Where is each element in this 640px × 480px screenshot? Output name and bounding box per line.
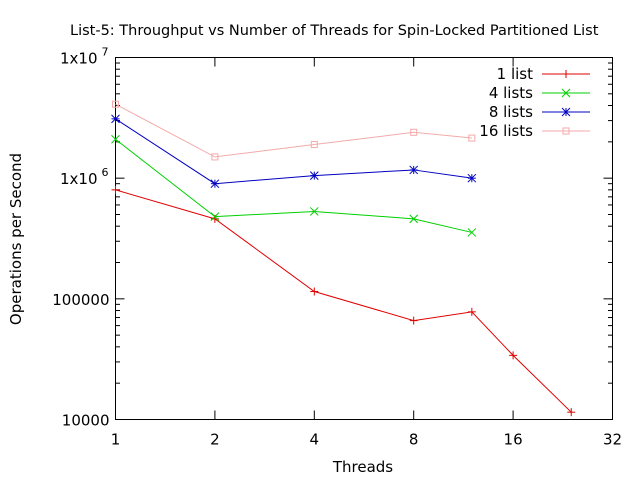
series-layer [111, 100, 576, 417]
x-axis-label: Threads [332, 458, 393, 476]
data-point-1-list [509, 351, 518, 360]
x-tick-label: 32 [603, 431, 622, 449]
data-point-4-lists [467, 228, 477, 237]
y-tick-exponent: 6 [102, 166, 109, 179]
legend-marker-8-lists [561, 107, 571, 117]
data-point-16-lists [410, 128, 418, 136]
x-tick-label: 4 [310, 431, 320, 449]
legend-label-4-lists: 4 lists [489, 84, 533, 102]
legend-marker-16-lists [562, 127, 570, 135]
data-point-4-lists [409, 214, 419, 224]
legend-label-16-lists: 16 lists [479, 122, 533, 140]
data-point-1-list [467, 307, 476, 316]
y-tick-label: 100000 [52, 291, 109, 309]
y-axis: 10000 100000 1x10 6 1x10 7 [52, 46, 613, 430]
legend-marker-4-lists [561, 88, 571, 98]
series-line-1-list [115, 189, 572, 413]
data-point-4-lists [309, 207, 319, 216]
x-tick-label: 8 [409, 431, 419, 449]
series-1-list [111, 185, 576, 417]
legend-marker-1-list [562, 70, 570, 78]
legend-label-8-lists: 8 lists [489, 103, 533, 121]
data-point-1-list [409, 316, 418, 325]
series-line-16-lists [115, 103, 472, 158]
y-tick-label: 10000 [62, 412, 110, 430]
data-point-8-lists [467, 173, 477, 183]
data-point-16-lists [112, 100, 119, 108]
series-8-lists [111, 114, 477, 189]
data-point-16-lists [468, 134, 476, 142]
series-4-lists [111, 134, 477, 237]
plot-frame [115, 57, 613, 420]
series-16-lists [112, 100, 476, 161]
y-axis-label: Operations per Second [7, 153, 25, 325]
data-point-1-list [567, 408, 576, 417]
y-tick-exponent: 7 [102, 46, 109, 59]
data-point-16-lists [310, 141, 318, 149]
chart-title: List-5: Throughput vs Number of Threads … [70, 23, 599, 39]
legend-label-1-list: 1 list [497, 65, 533, 83]
y-tick-label: 1x10 [60, 170, 98, 188]
data-point-1-list [111, 185, 120, 194]
data-point-1-list [310, 287, 319, 296]
data-point-4-lists [111, 134, 120, 144]
y-tick-label: 1x10 [60, 50, 98, 68]
data-point-8-lists [210, 179, 220, 189]
series-line-8-lists [115, 118, 472, 185]
data-point-8-lists [309, 171, 319, 180]
data-point-8-lists [409, 165, 419, 175]
data-point-16-lists [211, 153, 219, 161]
data-point-8-lists [111, 114, 120, 124]
data-point-4-lists [210, 212, 220, 221]
x-tick-label: 2 [210, 431, 220, 449]
x-tick-label: 1 [111, 431, 121, 449]
x-tick-label: 16 [504, 431, 523, 449]
x-axis: 1 2 4 8 16 32 [111, 57, 622, 449]
